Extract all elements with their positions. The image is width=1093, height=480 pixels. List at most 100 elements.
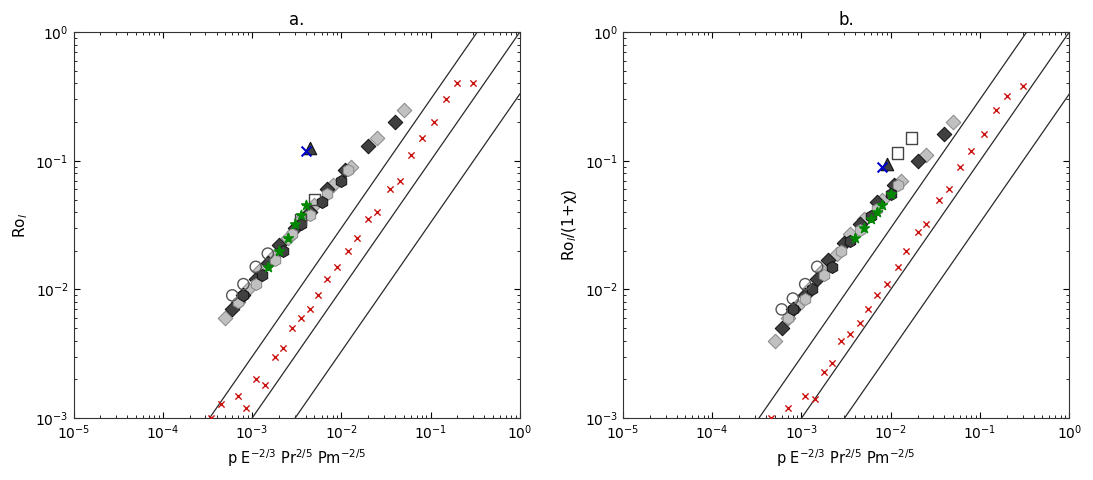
Point bbox=[193, 427, 211, 434]
Point bbox=[784, 306, 801, 313]
Point bbox=[806, 396, 823, 403]
Point bbox=[340, 247, 357, 254]
Point bbox=[809, 263, 826, 271]
Point bbox=[784, 295, 801, 302]
Point bbox=[803, 286, 821, 293]
Point bbox=[873, 163, 891, 170]
Point bbox=[386, 118, 403, 126]
Point bbox=[828, 250, 846, 257]
Point bbox=[769, 443, 787, 451]
Point bbox=[833, 247, 850, 254]
Point bbox=[842, 237, 859, 244]
Point bbox=[851, 319, 869, 327]
Point bbox=[766, 337, 784, 345]
Point bbox=[851, 226, 869, 234]
Point bbox=[175, 427, 192, 434]
Point bbox=[263, 253, 281, 261]
Point bbox=[259, 250, 277, 257]
Point bbox=[319, 191, 337, 198]
Point bbox=[704, 466, 721, 473]
Point bbox=[878, 280, 895, 288]
Point bbox=[306, 196, 324, 204]
Point bbox=[878, 160, 895, 168]
Point bbox=[889, 149, 906, 157]
Point bbox=[283, 230, 301, 238]
Point bbox=[909, 228, 927, 236]
Point bbox=[882, 191, 900, 198]
Point bbox=[292, 211, 309, 219]
Point bbox=[202, 414, 220, 422]
Point bbox=[892, 177, 909, 184]
Point bbox=[842, 230, 859, 238]
Point bbox=[223, 291, 240, 299]
Point bbox=[259, 263, 277, 271]
Point bbox=[425, 118, 443, 126]
Point bbox=[230, 298, 247, 306]
Point bbox=[279, 234, 296, 242]
Point bbox=[254, 271, 271, 279]
Point bbox=[349, 234, 366, 242]
Point bbox=[773, 306, 790, 313]
Point bbox=[302, 208, 319, 216]
Point bbox=[714, 453, 731, 461]
Point bbox=[897, 247, 915, 254]
Point bbox=[239, 286, 257, 293]
Point bbox=[868, 205, 885, 213]
Point bbox=[324, 181, 341, 189]
Point bbox=[360, 216, 377, 223]
Point bbox=[220, 427, 237, 434]
Point bbox=[762, 414, 779, 422]
Point bbox=[868, 291, 885, 299]
Point bbox=[259, 259, 277, 267]
Point bbox=[846, 234, 863, 242]
Title: b.: b. bbox=[838, 11, 854, 29]
Point bbox=[944, 118, 962, 126]
Point bbox=[909, 157, 927, 165]
Point bbox=[292, 221, 309, 228]
Point bbox=[297, 147, 315, 155]
Point bbox=[343, 163, 361, 170]
Point bbox=[789, 302, 807, 310]
Point bbox=[266, 353, 283, 360]
Point bbox=[319, 276, 337, 283]
Point bbox=[413, 134, 431, 142]
Point bbox=[292, 314, 309, 322]
Point bbox=[250, 267, 268, 275]
Point bbox=[752, 427, 769, 434]
Point bbox=[402, 152, 420, 159]
Point bbox=[302, 306, 319, 313]
Point bbox=[813, 267, 831, 275]
Point bbox=[292, 211, 309, 219]
Point bbox=[930, 196, 948, 204]
Point bbox=[873, 202, 891, 209]
Point bbox=[885, 181, 903, 189]
Y-axis label: Ro$_{l}$/(1+χ): Ro$_{l}$/(1+χ) bbox=[561, 189, 579, 261]
Point bbox=[1014, 82, 1032, 90]
Point bbox=[882, 191, 900, 198]
Point bbox=[259, 263, 277, 271]
Point bbox=[185, 443, 202, 451]
Point bbox=[465, 79, 482, 87]
Point bbox=[274, 247, 292, 254]
Point bbox=[889, 263, 906, 271]
Point bbox=[292, 216, 309, 223]
Point bbox=[297, 202, 315, 209]
Point bbox=[797, 280, 814, 288]
Point bbox=[292, 216, 309, 223]
Point bbox=[889, 181, 906, 189]
Point bbox=[309, 291, 327, 299]
Point bbox=[917, 152, 935, 159]
Point bbox=[855, 224, 872, 232]
Point bbox=[936, 131, 953, 138]
Point bbox=[724, 443, 741, 451]
Point bbox=[340, 166, 357, 174]
Point bbox=[381, 185, 399, 193]
Point bbox=[286, 221, 304, 228]
Title: a.: a. bbox=[289, 11, 304, 29]
Point bbox=[855, 224, 872, 232]
Point bbox=[784, 306, 801, 313]
Point bbox=[823, 263, 841, 271]
Point bbox=[940, 185, 957, 193]
Point bbox=[297, 202, 315, 209]
Point bbox=[833, 337, 850, 345]
